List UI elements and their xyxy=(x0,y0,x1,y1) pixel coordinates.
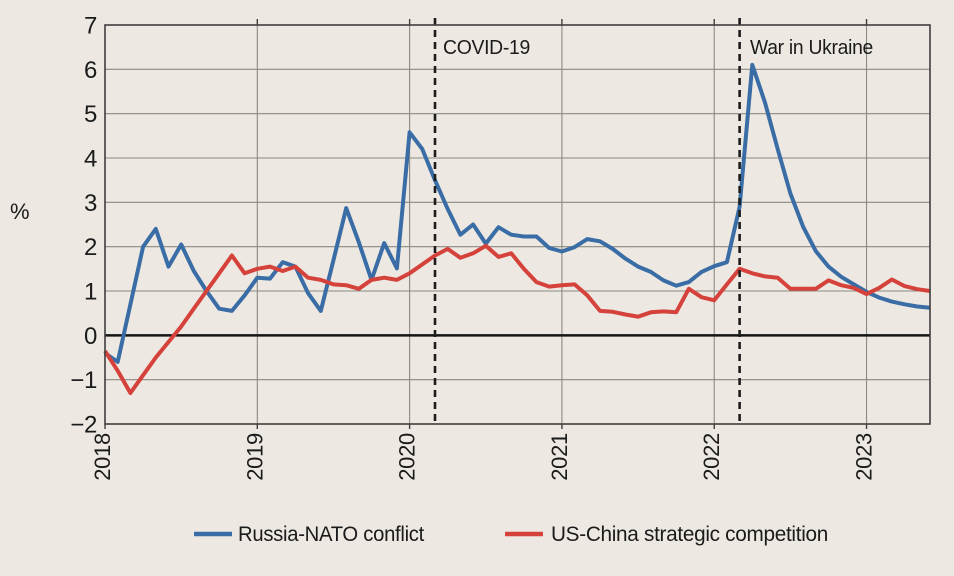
x-tick-label: 2019 xyxy=(242,433,267,481)
covid-annotation-label: COVID-19 xyxy=(443,37,530,59)
war-ukraine-annotation-label: War in Ukraine xyxy=(750,37,873,59)
y-tick-label: 7 xyxy=(84,13,97,40)
series-line-us-china xyxy=(103,243,931,395)
gridlines-layer xyxy=(105,25,930,424)
plot-border xyxy=(104,24,931,425)
x-tick-label: 2018 xyxy=(90,433,115,481)
y-tick-label: 5 xyxy=(84,101,97,128)
y-tick-label: 0 xyxy=(84,323,97,350)
x-tick-label: 2021 xyxy=(547,433,572,481)
y-tick-label: 1 xyxy=(84,279,97,306)
y-tick-label: 3 xyxy=(84,190,97,217)
y-tick-label: 4 xyxy=(84,146,97,173)
legend-label-us-china: US-China strategic competition xyxy=(551,523,828,546)
legend-label-russia-nato: Russia-NATO conflict xyxy=(238,523,424,546)
x-tick-label: 2022 xyxy=(699,433,724,481)
legend: Russia-NATO conflict US-China strategic … xyxy=(194,523,828,546)
x-tick-label: 2023 xyxy=(852,433,877,481)
axes-layer xyxy=(104,19,931,429)
y-tick-label: −1 xyxy=(70,367,97,394)
y-tick-label: 6 xyxy=(84,57,97,84)
y-tick-label: −2 xyxy=(70,412,97,439)
y-axis-unit-label: % xyxy=(10,199,29,224)
series-line-russia-nato xyxy=(103,62,931,364)
y-tick-label: 2 xyxy=(84,234,97,261)
x-tick-label: 2020 xyxy=(395,433,420,481)
series-layer xyxy=(103,18,931,424)
